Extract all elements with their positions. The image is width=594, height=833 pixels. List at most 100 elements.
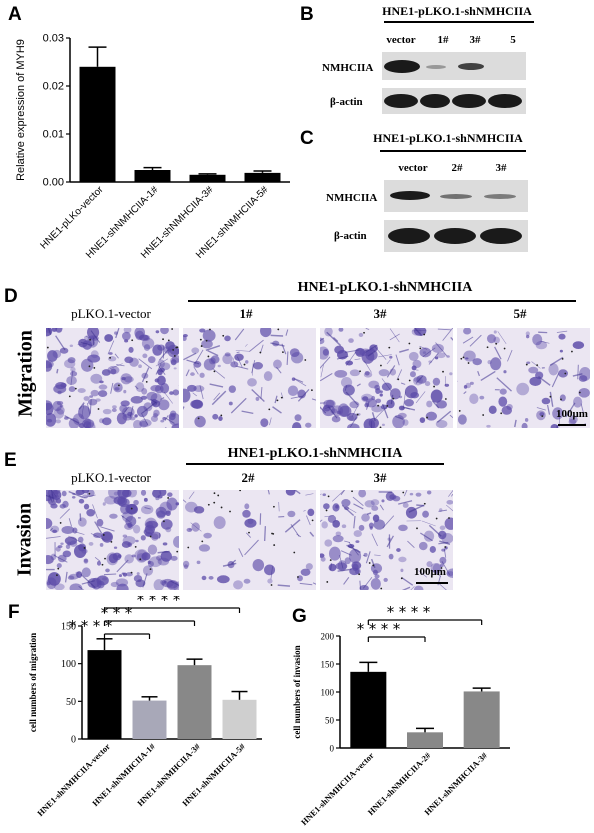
stained-cell <box>559 394 566 402</box>
cell-process <box>59 508 71 519</box>
cell-process <box>345 391 359 406</box>
stained-cell <box>558 333 566 340</box>
stained-cell <box>119 404 128 413</box>
stained-cell <box>404 398 414 407</box>
stained-cell <box>83 503 90 510</box>
stained-cell <box>127 522 133 529</box>
bar <box>407 732 443 748</box>
cell-process <box>366 512 372 516</box>
stained-cell <box>349 369 361 377</box>
stained-cell <box>493 336 500 344</box>
cell-process <box>365 551 371 564</box>
stained-cell <box>138 364 142 369</box>
cell-process <box>326 331 342 347</box>
stained-cell <box>472 358 482 366</box>
pore-dot <box>358 573 361 576</box>
stained-cell <box>364 500 375 508</box>
stained-cell <box>374 574 380 579</box>
pore-dot <box>379 426 382 428</box>
stained-cell <box>532 334 543 346</box>
cell-process <box>320 356 331 369</box>
pore-dot <box>199 338 202 341</box>
stained-cell <box>147 521 154 529</box>
blot-c-title-line <box>380 150 526 152</box>
stained-cell <box>323 503 330 510</box>
cell-process <box>340 490 346 496</box>
cell-process <box>371 412 376 422</box>
cell-process <box>320 364 324 378</box>
cell-process <box>374 554 381 556</box>
pore-dot <box>282 351 284 354</box>
stained-cell <box>171 423 179 428</box>
blot-c-row-nmhciia: NMHCIIA <box>326 192 378 204</box>
pore-dot <box>561 357 564 360</box>
pore-dot <box>97 408 100 410</box>
band <box>390 191 430 200</box>
stained-cell <box>150 384 162 392</box>
stained-cell <box>552 407 564 420</box>
cell-process <box>193 366 199 375</box>
panel-label-c: C <box>300 128 314 149</box>
cell-process <box>245 532 252 538</box>
bar <box>177 665 212 739</box>
stained-cell <box>233 580 244 590</box>
pore-dot <box>220 506 223 509</box>
pore-dot <box>197 417 200 420</box>
cell-process <box>400 382 406 385</box>
cell-process <box>312 582 316 585</box>
stained-cell <box>140 490 147 496</box>
cell-process <box>305 493 314 496</box>
pore-dot <box>213 370 216 373</box>
stained-cell <box>381 423 385 427</box>
stained-cell <box>83 558 88 563</box>
bar <box>222 699 257 739</box>
stained-cell <box>503 370 507 374</box>
stained-cell <box>65 544 71 550</box>
pore-dot <box>213 501 216 504</box>
stained-cell <box>107 365 120 375</box>
stained-cell <box>368 380 380 389</box>
stained-cell <box>102 408 112 415</box>
cell-process <box>419 532 433 542</box>
stained-cell <box>56 400 64 406</box>
cell-process <box>260 387 263 399</box>
pore-dot <box>402 491 405 494</box>
stained-cell <box>305 563 313 571</box>
cell-process <box>378 354 392 358</box>
stained-cell <box>77 517 87 527</box>
stained-cell <box>144 524 156 535</box>
y-tick-label: 0 <box>71 735 76 746</box>
pore-dot <box>243 363 246 366</box>
stained-cell <box>457 414 467 425</box>
stained-cell <box>328 546 341 561</box>
cell-process <box>551 373 560 388</box>
stained-cell <box>244 503 250 510</box>
stained-cell <box>188 528 192 531</box>
significance-label: **** <box>386 603 434 621</box>
stained-cell <box>411 365 417 371</box>
stained-cell <box>363 418 376 428</box>
cell-process <box>386 359 391 365</box>
cell-process <box>303 509 306 512</box>
migration-side-label: Migration <box>14 330 37 417</box>
y-axis-label: cell numbers of migration <box>28 633 38 732</box>
stained-cell <box>247 378 257 387</box>
stained-cell <box>573 396 583 408</box>
cell-process <box>138 358 153 370</box>
stained-cell <box>469 381 474 385</box>
cell-process <box>159 366 166 375</box>
stained-cell <box>143 344 151 351</box>
cell-process <box>50 490 55 503</box>
stained-cell <box>136 405 148 418</box>
cell-process <box>53 554 68 563</box>
cell-process <box>337 568 352 572</box>
pore-dot <box>93 367 96 369</box>
stained-cell <box>109 513 118 519</box>
stained-cell <box>320 556 326 562</box>
stained-cell <box>436 352 446 359</box>
stained-cell <box>217 364 221 368</box>
cell-process <box>442 328 453 341</box>
pore-dot <box>46 346 49 349</box>
stained-cell <box>499 388 507 395</box>
cell-process <box>320 406 327 414</box>
